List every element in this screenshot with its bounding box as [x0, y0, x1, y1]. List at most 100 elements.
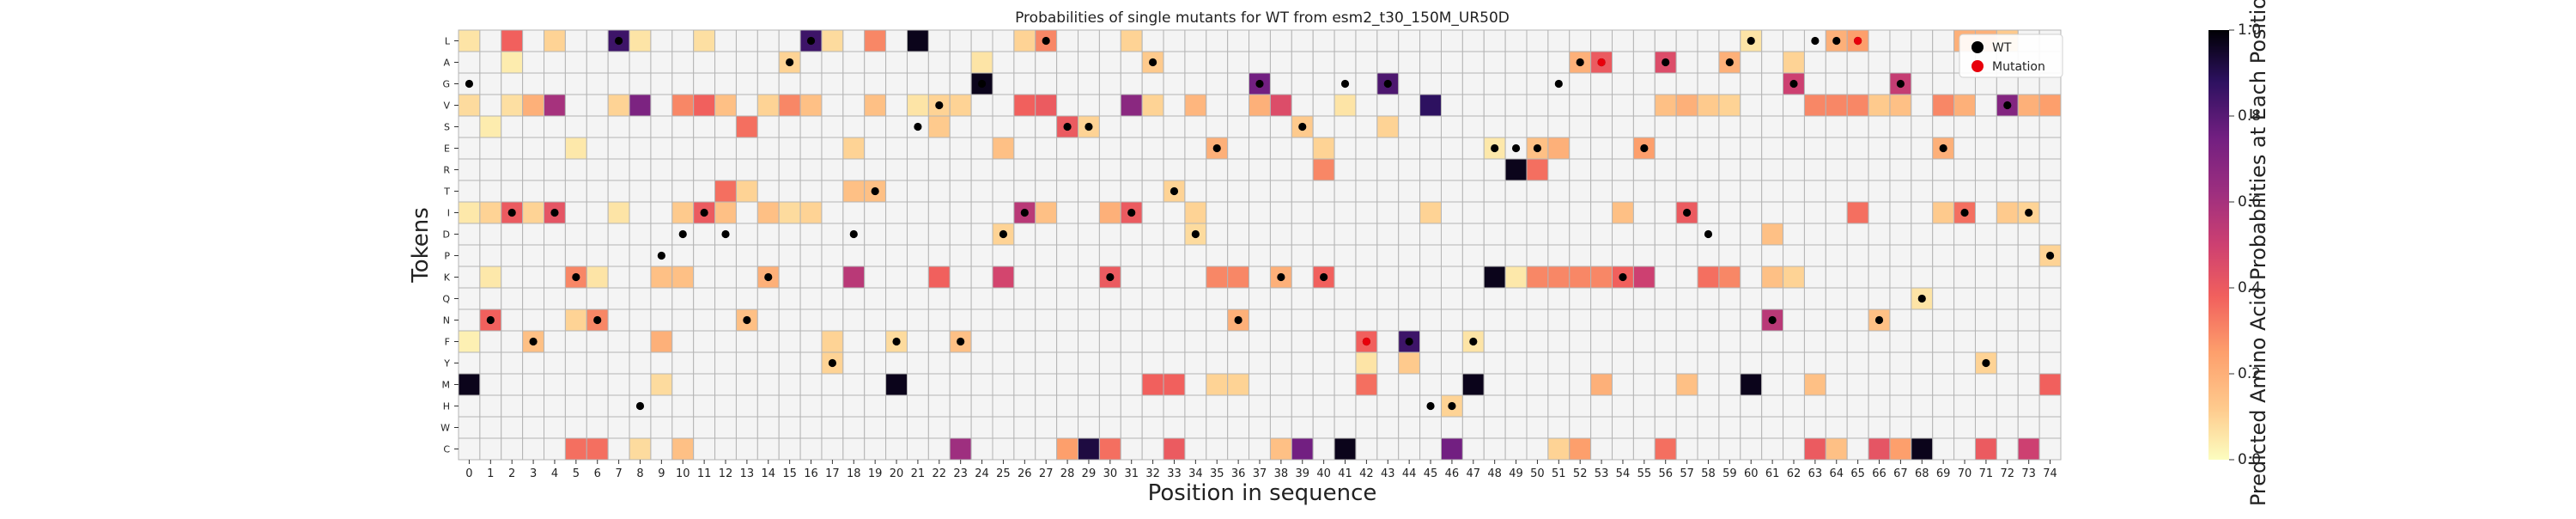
- x-tick-label: 63: [1808, 467, 1823, 480]
- x-tick-label: 59: [1722, 467, 1737, 480]
- wt-marker: [1042, 36, 1050, 46]
- heatmap-cell: [629, 223, 652, 246]
- heatmap-cell: [906, 51, 929, 74]
- heatmap-cell: [1035, 394, 1058, 418]
- wt-marker: [1298, 122, 1307, 131]
- heatmap-cell: [1783, 287, 1805, 310]
- heatmap-cell: [1078, 330, 1100, 353]
- heatmap-cell: [693, 394, 716, 418]
- heatmap-cell: [864, 223, 887, 246]
- heatmap-cell: [1783, 201, 1805, 224]
- heatmap-cell: [1184, 51, 1207, 74]
- heatmap-cell: [1697, 51, 1720, 74]
- heatmap-cell: [1911, 244, 1934, 267]
- heatmap-cell: [992, 115, 1015, 138]
- x-tick-label: 22: [933, 467, 947, 480]
- heatmap-cell: [1803, 416, 1826, 439]
- heatmap-cell: [1056, 51, 1079, 74]
- heatmap-cell: [1697, 94, 1720, 117]
- heatmap-cell: [949, 437, 972, 461]
- wt-marker: [1896, 79, 1905, 89]
- heatmap-cell: [1783, 330, 1805, 353]
- heatmap-cell: [992, 94, 1015, 117]
- heatmap-cell: [885, 72, 908, 95]
- heatmap-cell: [693, 351, 716, 375]
- heatmap-cell: [1654, 94, 1677, 117]
- heatmap-cell: [1184, 416, 1207, 439]
- heatmap-cell: [1291, 137, 1314, 160]
- heatmap-cell: [564, 437, 587, 461]
- wt-marker: [700, 208, 708, 217]
- heatmap-cell: [1825, 158, 1848, 181]
- heatmap-cell: [2017, 244, 2040, 267]
- heatmap-cell: [821, 137, 844, 160]
- heatmap-cell: [1098, 373, 1121, 396]
- heatmap-cell: [1718, 330, 1741, 353]
- wt-marker: [1640, 143, 1649, 153]
- legend-wt-label: WT: [1992, 41, 2012, 55]
- heatmap-cell: [629, 51, 652, 74]
- heatmap-cell: [650, 394, 673, 418]
- legend-mutation-label: Mutation: [1992, 60, 2045, 74]
- heatmap-cell: [1163, 201, 1186, 224]
- wt-marker: [1255, 79, 1264, 89]
- heatmap-cell: [1269, 437, 1292, 461]
- wt-marker: [849, 229, 858, 239]
- heatmap-cell: [1376, 51, 1400, 74]
- heatmap-cell: [1141, 437, 1164, 461]
- heatmap-cell: [1120, 29, 1143, 52]
- heatmap-cell: [1868, 137, 1891, 160]
- heatmap-cell: [1056, 266, 1079, 289]
- heatmap-cell: [1632, 201, 1656, 224]
- heatmap-cell: [1334, 437, 1357, 461]
- heatmap-cell: [885, 394, 908, 418]
- heatmap-cell: [842, 287, 866, 310]
- heatmap-cell: [586, 29, 609, 52]
- heatmap-cell: [1996, 308, 2019, 332]
- heatmap-cell: [1184, 158, 1207, 181]
- heatmap-cell: [1078, 137, 1100, 160]
- heatmap-cell: [1868, 287, 1891, 310]
- heatmap-cell: [756, 115, 780, 138]
- heatmap-cell: [1868, 72, 1891, 95]
- heatmap-cell: [586, 94, 609, 117]
- x-axis-ticks: 0 1 2 3 4 5 6 7 8 9 10 11 12 13 14 15 16 17 18 19 20 21 22 23 24…: [465, 460, 2057, 480]
- heatmap-cell: [1953, 373, 1976, 396]
- heatmap-cell: [1761, 266, 1784, 289]
- heatmap-cell: [544, 158, 566, 181]
- heatmap-cell: [1868, 394, 1891, 418]
- heatmap-cell: [1547, 137, 1571, 160]
- heatmap-cell: [1035, 330, 1058, 353]
- heatmap-cell: [864, 115, 887, 138]
- heatmap-cell: [714, 29, 737, 52]
- heatmap-cell: [1825, 115, 1848, 138]
- heatmap-cell: [1740, 223, 1763, 246]
- heatmap-cell: [671, 437, 695, 461]
- heatmap-cell: [1312, 308, 1335, 332]
- heatmap-cell: [1825, 94, 1848, 117]
- heatmap-cell: [1911, 137, 1934, 160]
- heatmap-cell: [544, 394, 566, 418]
- heatmap-cell: [1291, 72, 1314, 95]
- heatmap-cell: [607, 94, 630, 117]
- heatmap-cell: [1078, 223, 1100, 246]
- heatmap-cell: [458, 158, 481, 181]
- heatmap-cell: [1120, 287, 1143, 310]
- heatmap-cell: [458, 437, 481, 461]
- heatmap-cell: [1334, 158, 1357, 181]
- heatmap-cell: [1740, 394, 1763, 418]
- heatmap-cell: [1889, 287, 1912, 310]
- heatmap-cell: [1504, 308, 1528, 332]
- heatmap-cell: [1932, 330, 1955, 353]
- heatmap-cell: [1740, 158, 1763, 181]
- heatmap-cell: [1697, 351, 1720, 375]
- colorbar: 0.00.20.40.60.81.0 Predicted Amino Acid …: [2208, 0, 2270, 506]
- heatmap-cell: [799, 115, 823, 138]
- heatmap-cell: [2038, 373, 2062, 396]
- x-tick-label: 4: [551, 467, 558, 480]
- heatmap-cell: [970, 158, 993, 181]
- heatmap-cell: [906, 94, 929, 117]
- heatmap-cell: [1098, 330, 1121, 353]
- heatmap-cell: [864, 72, 887, 95]
- heatmap-cell: [1035, 201, 1058, 224]
